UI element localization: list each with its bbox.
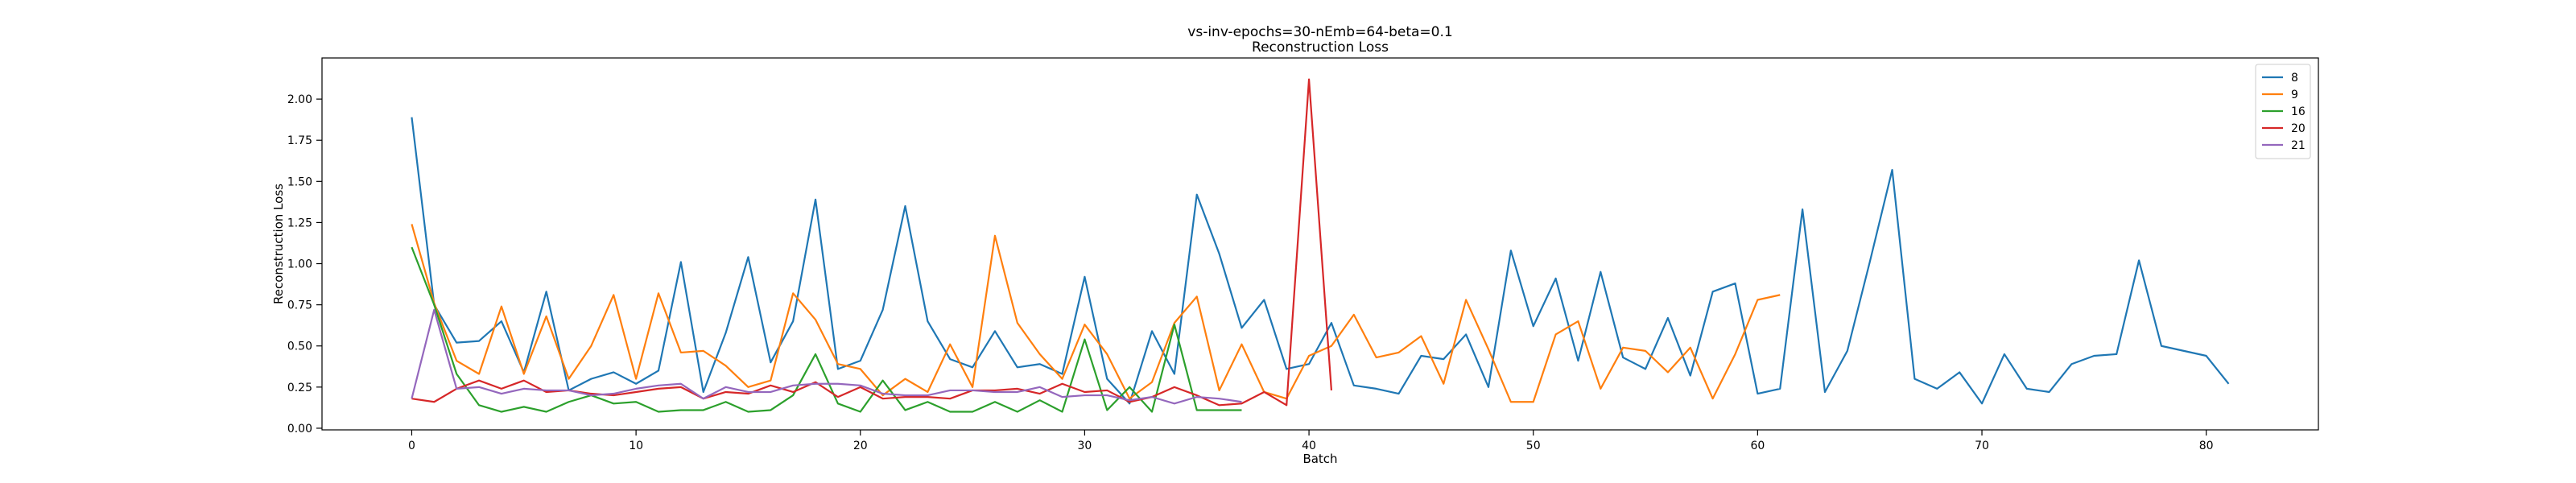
- y-tick-label: 1.00: [287, 258, 312, 271]
- series-line-21: [411, 308, 1242, 405]
- legend: 8 9 16 20 21: [2255, 64, 2311, 159]
- x-tick-label: 10: [629, 440, 643, 452]
- x-tick-label: 0: [408, 440, 415, 452]
- y-tick-label: 0.00: [287, 423, 312, 436]
- x-tick-label: 50: [1526, 440, 1541, 452]
- x-tick-label: 80: [2199, 440, 2214, 452]
- chart-subtitle: Reconstruction Loss: [1252, 39, 1389, 56]
- y-tick-label: 0.75: [287, 299, 312, 312]
- legend-label-21: 21: [2291, 139, 2306, 152]
- series-line-9: [411, 224, 1781, 403]
- y-tick-label: 1.75: [287, 134, 312, 147]
- x-axis-label: Batch: [1302, 452, 1337, 466]
- plot-area: 0 10 20 30 40 50 60 70 80 0.00 0.25 0.50 0.75 1.00 1.2…: [287, 57, 2319, 452]
- series-line-16: [411, 246, 1242, 413]
- y-axis-label: Reconstruction Loss: [271, 184, 286, 304]
- y-tick-label: 1.50: [287, 175, 312, 188]
- series-line-8: [411, 117, 2230, 405]
- legend-label-8: 8: [2291, 72, 2298, 85]
- legend-label-9: 9: [2291, 89, 2298, 101]
- y-tick-label: 0.50: [287, 341, 312, 353]
- axes-frame: [321, 57, 2319, 431]
- x-tick-label: 30: [1078, 440, 1092, 452]
- y-tick-label: 1.25: [287, 217, 312, 229]
- y-tick-label: 0.25: [287, 382, 312, 394]
- chart-title: vs-inv-epochs=30-nEmb=64-beta=0.1: [1187, 24, 1452, 40]
- legend-label-16: 16: [2291, 105, 2306, 118]
- x-tick-label: 20: [853, 440, 868, 452]
- legend-label-20: 20: [2291, 122, 2306, 135]
- y-tick-label: 2.00: [287, 93, 312, 106]
- x-tick-label: 70: [1975, 440, 1989, 452]
- x-tick-label: 60: [1750, 440, 1765, 452]
- x-tick-label: 40: [1302, 440, 1316, 452]
